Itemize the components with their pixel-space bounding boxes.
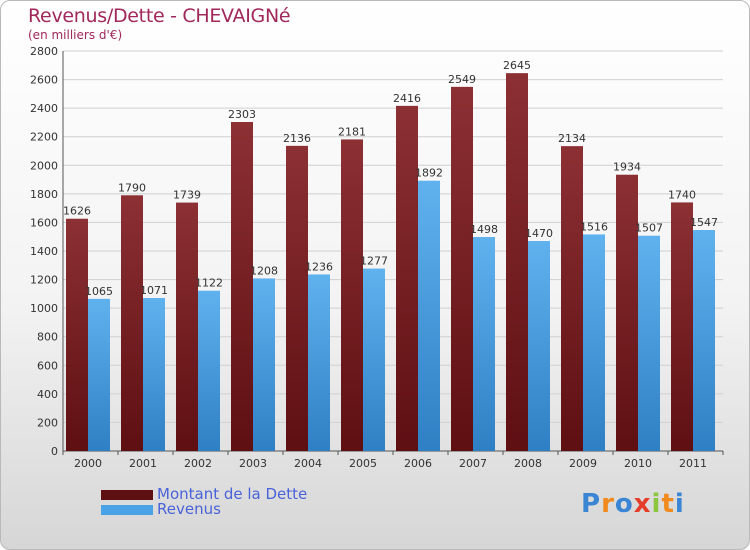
data-label-revenus: 1236 [305,260,333,273]
data-label-dette: 2416 [393,92,421,105]
y-tick-label: 1000 [30,302,58,315]
data-label-revenus: 1122 [195,277,223,290]
bar-dette [506,73,528,452]
data-label-dette: 2645 [503,59,531,72]
data-label-revenus: 1892 [415,167,443,180]
x-tick-label: 2000 [74,457,102,470]
bar-revenus [363,268,385,451]
y-tick-label: 2200 [30,131,58,144]
bar-dette [341,139,363,451]
y-tick-label: 800 [37,331,58,344]
data-label-dette: 1790 [118,181,146,194]
data-label-revenus: 1470 [525,227,553,240]
data-label-revenus: 1516 [580,220,608,233]
legend-label-dette: Montant de la Dette [157,485,308,503]
y-tick-label: 200 [37,416,58,429]
data-label-dette: 2136 [283,132,311,145]
proxiti-logo: Proxiti [581,489,685,519]
y-tick-label: 0 [51,445,58,458]
bar-dette [561,146,583,451]
data-label-revenus: 1507 [635,222,663,235]
data-label-revenus: 1065 [85,285,113,298]
x-tick-label: 2001 [129,457,157,470]
legend-swatch-revenus [101,505,153,515]
bar-revenus [308,274,330,451]
x-tick-label: 2008 [514,457,542,470]
bar-dette [286,145,308,451]
bar-dette [616,174,638,451]
chart-title: Revenus/Dette - CHEVAIGNé [28,5,291,27]
x-tick-label: 2010 [624,457,652,470]
bar-dette [121,195,143,451]
logo-letter: r [601,489,615,519]
logo-letter: i [674,489,685,519]
bar-revenus [583,234,605,451]
logo-letter: t [661,489,675,519]
logo-letter: i [651,489,662,519]
bar-dette [66,218,88,451]
y-tick-label: 1200 [30,274,58,287]
legend-swatch-dette [101,490,153,500]
bar-dette [671,202,693,451]
bar-revenus [418,180,440,451]
y-tick-label: 400 [37,388,58,401]
bar-revenus [253,278,275,451]
x-tick-label: 2003 [239,457,267,470]
bar-revenus [198,290,220,451]
data-label-dette: 2549 [448,73,476,86]
data-label-revenus: 1547 [690,216,718,229]
y-tick-label: 1800 [30,188,58,201]
bar-revenus [693,230,715,451]
bar-dette [451,86,473,451]
logo-letter: P [581,489,602,519]
bar-dette [396,105,418,451]
data-label-revenus: 1071 [140,284,168,297]
data-label-dette: 2303 [228,108,256,121]
y-tick-label: 600 [37,359,58,372]
data-label-dette: 1740 [668,188,696,201]
chart-subtitle: (en milliers d'€) [28,28,123,42]
y-tick-label: 2400 [30,102,58,115]
bar-dette [231,122,253,451]
x-tick-label: 2004 [294,457,322,470]
bar-revenus [473,237,495,451]
x-tick-label: 2009 [569,457,597,470]
x-tick-label: 2002 [184,457,212,470]
data-label-dette: 1739 [173,189,201,202]
y-tick-label: 2600 [30,74,58,87]
bar-revenus [88,298,110,451]
y-tick-label: 2800 [30,45,58,58]
bar-dette [176,202,198,451]
x-tick-label: 2006 [404,457,432,470]
x-tick-label: 2005 [349,457,377,470]
y-tick-label: 1600 [30,216,58,229]
data-label-dette: 1934 [613,161,641,174]
x-tick-label: 2011 [679,457,707,470]
data-label-dette: 2134 [558,132,586,145]
data-label-revenus: 1498 [470,223,498,236]
data-label-revenus: 1277 [360,255,388,268]
data-label-dette: 1626 [63,205,91,218]
data-label-dette: 2181 [338,125,366,138]
bar-revenus [528,241,550,451]
logo-letter: x [633,489,652,519]
bar-revenus [143,298,165,451]
bar-revenus [638,235,660,451]
y-tick-label: 1400 [30,245,58,258]
legend-label-revenus: Revenus [157,500,221,518]
data-label-revenus: 1208 [250,264,278,277]
x-tick-label: 2007 [459,457,487,470]
y-tick-label: 2000 [30,159,58,172]
logo-letter: o [614,489,634,519]
